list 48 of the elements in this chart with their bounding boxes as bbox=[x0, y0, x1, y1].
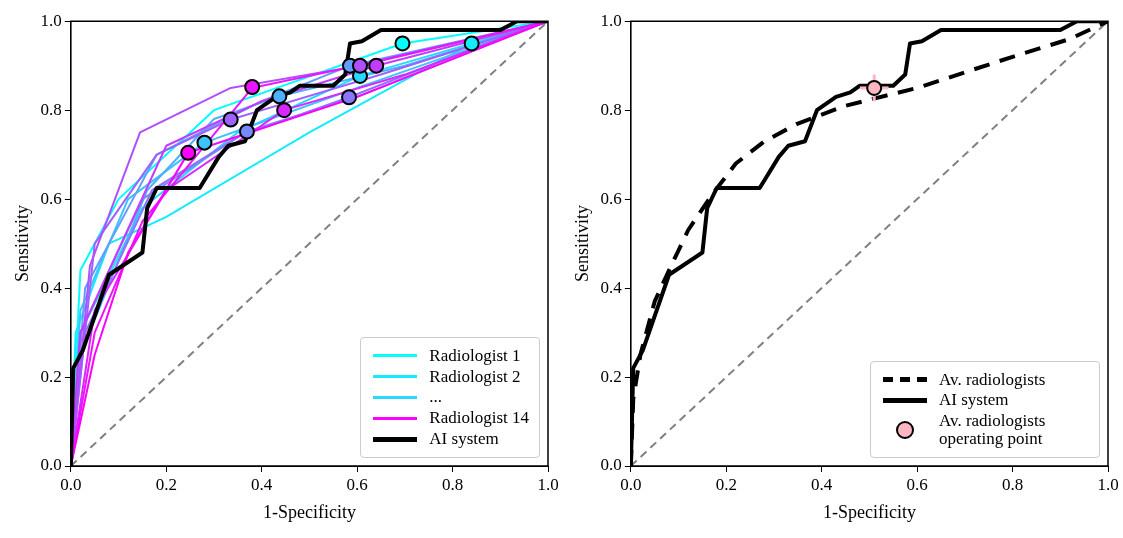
point bbox=[368, 57, 385, 74]
x-tick-label: 0.6 bbox=[346, 474, 368, 494]
point bbox=[276, 102, 293, 119]
legend-label: Radiologist 1 bbox=[429, 345, 521, 365]
x-tick-label: 0.2 bbox=[715, 474, 737, 494]
y-tick-label: 0.4 bbox=[40, 277, 63, 297]
x-tick-label: 1.0 bbox=[1097, 474, 1119, 494]
legend-label: AI system bbox=[939, 390, 1009, 410]
point bbox=[196, 134, 213, 151]
x-tick-label: 0.6 bbox=[906, 474, 928, 494]
x-tick-label: 0.4 bbox=[251, 474, 273, 494]
y-axis-title: Sensitivity bbox=[11, 205, 32, 283]
legend-label: Radiologist 2 bbox=[429, 366, 521, 386]
x-tick-label: 0.0 bbox=[620, 474, 642, 494]
point bbox=[463, 35, 480, 52]
y-tick-label: 0.6 bbox=[600, 188, 622, 208]
y-tick-label: 1.0 bbox=[40, 10, 62, 30]
y-tick-label: 0.0 bbox=[40, 455, 62, 475]
x-axis-title: 1-Specificity bbox=[822, 501, 916, 522]
x-tick-label: 1.0 bbox=[537, 474, 559, 494]
legend-label: Av. radiologists operating point bbox=[939, 411, 1047, 449]
point bbox=[271, 88, 288, 105]
legend-label: Av. radiologists bbox=[939, 369, 1046, 389]
x-tick-label: 0.4 bbox=[811, 474, 833, 494]
point bbox=[352, 57, 368, 74]
point bbox=[244, 79, 261, 96]
legend-label: ... bbox=[429, 387, 443, 407]
x-tick-label: 0.8 bbox=[1001, 474, 1024, 494]
point bbox=[180, 144, 197, 161]
y-tick-label: 0.2 bbox=[600, 366, 622, 386]
legend-label: Radiologist 14 bbox=[429, 408, 529, 428]
y-tick-label: 0.2 bbox=[40, 366, 62, 386]
point bbox=[238, 123, 255, 140]
y-tick-label: 1.0 bbox=[600, 10, 622, 30]
legend-label: AI system bbox=[429, 429, 499, 449]
y-tick-label: 0.8 bbox=[600, 99, 622, 119]
y-axis-title: Sensitivity bbox=[571, 205, 592, 283]
x-tick-label: 0.8 bbox=[441, 474, 464, 494]
y-tick-label: 0.0 bbox=[600, 455, 622, 475]
x-tick-label: 0.2 bbox=[155, 474, 177, 494]
y-tick-label: 0.4 bbox=[600, 277, 623, 297]
x-axis-title: 1-Specificity bbox=[262, 501, 356, 522]
x-tick-label: 0.0 bbox=[60, 474, 82, 494]
y-tick-label: 0.8 bbox=[40, 99, 62, 119]
point bbox=[394, 35, 411, 52]
point bbox=[341, 89, 358, 106]
y-tick-label: 0.6 bbox=[40, 188, 62, 208]
point bbox=[222, 111, 239, 128]
